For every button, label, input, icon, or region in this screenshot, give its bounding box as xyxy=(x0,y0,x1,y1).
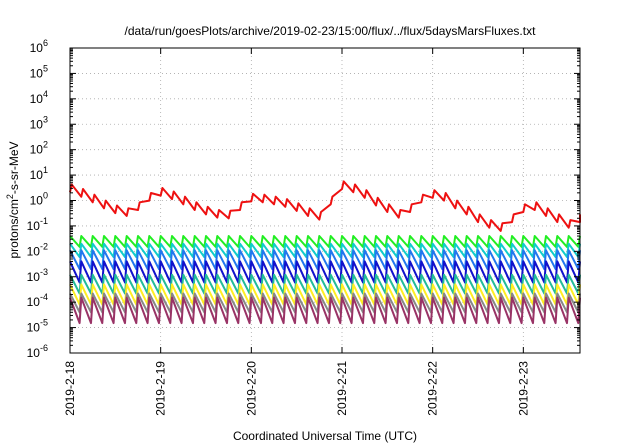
y-tick-label: 10-3 xyxy=(27,267,48,284)
y-axis-label-sup: 2 xyxy=(5,194,15,199)
y-tick-label: 10-5 xyxy=(27,318,48,335)
y-tick-label: 100 xyxy=(30,191,48,208)
x-tick-label: 2019-2-21 xyxy=(335,361,349,416)
x-axis-label: Coordinated Universal Time (UTC) xyxy=(233,429,417,443)
x-tick-label: 2019-2-23 xyxy=(516,361,530,416)
y-axis-ticks: 10-6 10-5 10-4 10-3 10-2 10-1 100 101 102 103 104 1… xyxy=(27,38,580,360)
series-line-blue xyxy=(69,249,581,271)
y-tick-label: 10-1 xyxy=(27,216,48,233)
x-tick-label: 2019-2-19 xyxy=(154,361,168,416)
y-axis-label-base: protons/cm xyxy=(7,199,21,258)
y-tick-label: 102 xyxy=(30,140,48,157)
y-tick-label: 10-4 xyxy=(27,292,48,309)
y-tick-label: 106 xyxy=(30,38,48,55)
y-tick-label: 105 xyxy=(30,63,48,80)
y-tick-label: 10-6 xyxy=(27,343,48,360)
x-axis-ticks: 2019-2-18 2019-2-19 2019-2-20 2019-2-21 2019… xyxy=(63,48,530,416)
y-tick-label: 104 xyxy=(30,89,48,106)
y-tick-label: 103 xyxy=(30,114,48,131)
chart-title: /data/run/goesPlots/archive/2019-02-23/1… xyxy=(125,24,537,38)
y-tick-label: 10-2 xyxy=(27,241,48,258)
x-tick-label: 2019-2-20 xyxy=(244,361,258,416)
series-line-red xyxy=(69,180,581,232)
series-line-green xyxy=(69,235,581,248)
series-line-purple xyxy=(69,296,581,325)
y-tick-label: 101 xyxy=(30,165,48,182)
x-tick-label: 2019-2-22 xyxy=(426,361,440,416)
x-tick-label: 2019-2-18 xyxy=(63,361,77,416)
y-axis-label-rest: -s-sr-MeV xyxy=(7,141,21,194)
y-axis-label: protons/cm2-s-sr-MeV xyxy=(5,141,21,258)
series-layer xyxy=(69,180,581,325)
series-line-cyan xyxy=(69,242,581,258)
